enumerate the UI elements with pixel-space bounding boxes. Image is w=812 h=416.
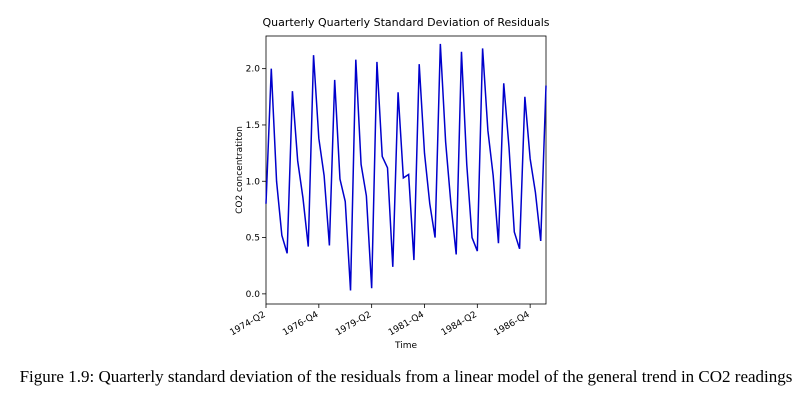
plot-frame [265, 35, 547, 305]
x-axis-label: Time [394, 341, 417, 351]
y-tick-label: 0.5 [246, 234, 260, 244]
x-tick-label: 1984-Q2 [440, 310, 479, 338]
y-axis-label: CO2 concentratiton [235, 126, 245, 214]
x-tick-label: 1979-Q2 [334, 310, 373, 338]
x-tick-label: 1986-Q4 [493, 310, 532, 338]
x-tick-label: 1976-Q4 [281, 310, 320, 338]
y-tick-label: 1.0 [246, 177, 261, 187]
chart: Quarterly Quarterly Standard Deviation o… [228, 16, 549, 351]
figure-caption: Figure 1.9: Quarterly standard deviation… [19, 367, 793, 386]
y-tick-label: 0.0 [246, 290, 261, 300]
y-tick-label: 2.0 [246, 65, 261, 75]
x-tick-label: 1981-Q4 [387, 310, 426, 338]
data-line [265, 43, 547, 291]
x-tick-label: 1974-Q2 [228, 310, 267, 338]
y-tick-label: 1.5 [246, 121, 260, 131]
chart-title: Quarterly Quarterly Standard Deviation o… [262, 16, 549, 29]
